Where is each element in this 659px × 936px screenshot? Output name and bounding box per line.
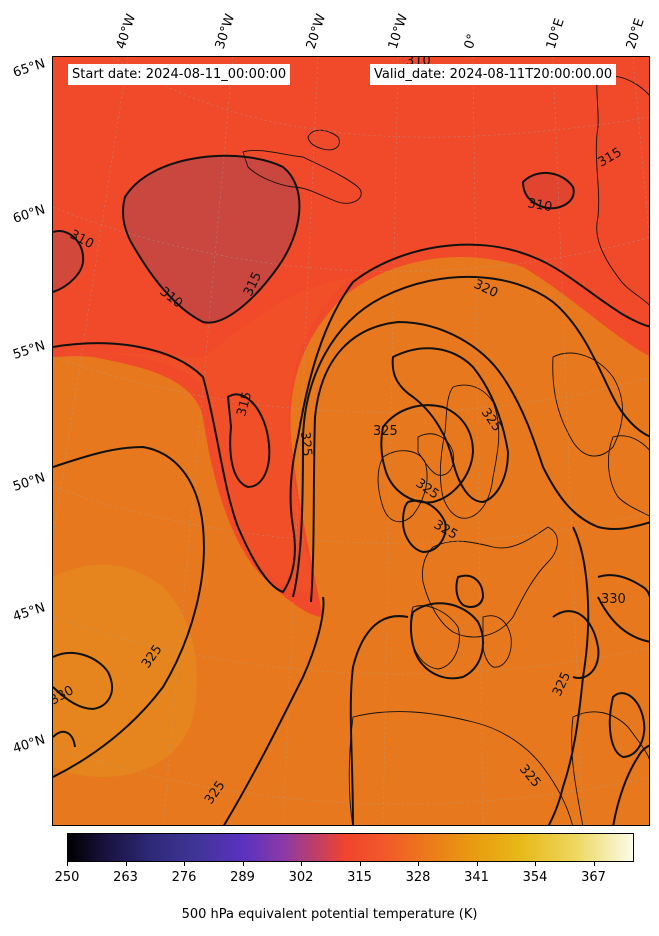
colorbar-tick <box>242 862 244 866</box>
coastlines <box>242 75 649 825</box>
colorbar-tick <box>418 862 419 866</box>
colorbar-tick-label: 302 <box>288 870 314 885</box>
field-low-greenland <box>123 155 300 323</box>
lon-label-30w: 30°W <box>212 12 239 51</box>
colorbar-tick-label: 354 <box>522 870 548 885</box>
colorbar-tick <box>359 862 361 866</box>
colorbar-tick-label: 315 <box>347 870 372 885</box>
colorbar-tick-label: 250 <box>54 870 80 885</box>
lon-label-0: 0° <box>461 32 481 51</box>
lon-label-10e: 10°E <box>543 16 568 51</box>
lat-label-45n: 45°N <box>11 600 48 625</box>
lon-label-40w: 40°W <box>113 12 140 51</box>
map-panel: 310 310 310 310 315 315 315 320 325 325 … <box>52 56 650 826</box>
colorbar-tick-label: 263 <box>113 870 138 885</box>
colorbar-tick-label: 341 <box>464 870 489 885</box>
colorbar-tick-label: 367 <box>581 870 606 885</box>
field-low-east <box>523 172 574 209</box>
start-date-label: Start date: 2024-08-11_00:00:00 <box>68 64 291 85</box>
lat-label-60n: 60°N <box>11 202 48 227</box>
lat-label-65n: 65°N <box>11 56 48 81</box>
lon-label-20w: 20°W <box>303 12 330 51</box>
valid-date-label: Valid_date: 2024-08-11T20:00:00.00 <box>370 64 617 85</box>
graticule <box>53 57 649 825</box>
colorbar-title: 500 hPa equivalent potential temperature… <box>181 907 478 922</box>
colorbar-tick-label: 328 <box>405 870 431 885</box>
lat-label-55n: 55°N <box>11 338 48 363</box>
colorbar-tick-label: 289 <box>230 870 255 885</box>
field-warm-sw <box>53 564 197 777</box>
colorbar-tick <box>476 862 478 866</box>
lat-label-50n: 50°N <box>11 470 48 495</box>
theta-e-map: 310 310 310 310 315 315 315 320 325 325 … <box>53 57 649 825</box>
colorbar-tick <box>301 862 302 866</box>
contour-label: 325 <box>297 431 314 457</box>
field-cool-band-2 <box>53 277 353 593</box>
lat-label-40n: 40°N <box>11 732 48 757</box>
colorbar-tick <box>125 862 127 866</box>
contour-label: 315 <box>234 390 255 418</box>
colorbar-tick-label: 276 <box>171 870 197 885</box>
colorbar-tick <box>535 862 536 866</box>
contour-label: 330 <box>601 592 626 607</box>
colorbar-tick <box>593 862 595 866</box>
lon-label-10w: 10°W <box>385 12 412 51</box>
theta-e-contours <box>53 154 649 825</box>
contour-label: 325 <box>373 424 398 439</box>
contour-label: 310 <box>526 196 553 215</box>
colorbar-tick <box>184 862 185 866</box>
colorbar-tick <box>67 862 68 866</box>
lon-label-20e: 20°E <box>623 16 648 51</box>
colorbar <box>67 833 634 862</box>
